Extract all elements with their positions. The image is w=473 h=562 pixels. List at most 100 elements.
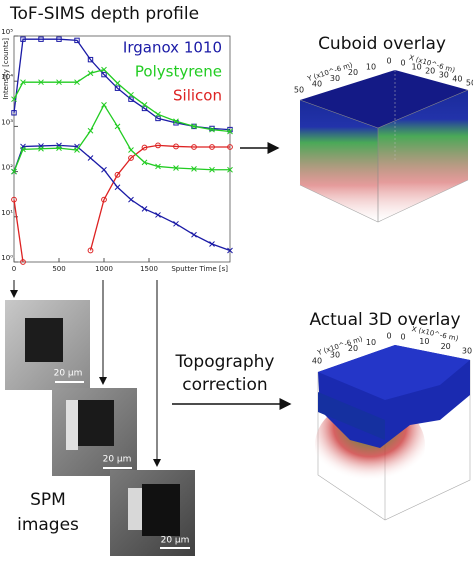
marker: [191, 123, 197, 130]
marker: [20, 79, 26, 86]
axis-tick-label: 40: [312, 80, 322, 89]
label: images: [17, 515, 79, 535]
axis-tick-label: 0: [400, 333, 405, 342]
legend-entry: Irganox 1010: [123, 39, 222, 57]
title: ToF-SIMS depth profile: [9, 4, 199, 24]
marker: [74, 37, 80, 44]
marker: [56, 36, 62, 42]
scale-bar-label: 20 μm: [103, 455, 132, 465]
marker: [191, 144, 197, 150]
y-tick-label: 10³: [1, 118, 13, 126]
marker: [128, 155, 134, 161]
marker: [87, 247, 94, 254]
marker: [114, 80, 121, 87]
panel-title: Actual 3D overlay: [309, 310, 460, 330]
axis-tick-label: 10: [366, 62, 376, 71]
panel-title: Cuboid overlay: [318, 34, 446, 54]
marker: [173, 220, 179, 227]
marker: [20, 146, 26, 153]
marker: [227, 166, 233, 173]
marker: [155, 212, 161, 218]
annotation: Topography: [175, 352, 275, 372]
marker: [209, 126, 215, 133]
series-line: [13, 144, 230, 263]
axis-tick-label: 20: [425, 67, 435, 76]
axis-tick-label: 20: [441, 342, 451, 351]
marker: [87, 56, 94, 63]
axis-tick-label: 10: [419, 337, 429, 346]
actual-render: [315, 345, 471, 521]
marker: [38, 79, 44, 86]
axis-tick-label: 0: [386, 57, 391, 66]
marker: [155, 163, 161, 170]
marker: [227, 247, 233, 254]
axis-tick-label: 40: [312, 357, 322, 366]
spm-image: [52, 388, 137, 476]
marker: [11, 110, 17, 116]
marker: [227, 128, 233, 135]
axis-tick-label: 50: [294, 86, 304, 95]
axis-tick-label: 10: [366, 338, 376, 347]
spm-image: [5, 300, 90, 390]
marker: [227, 144, 233, 150]
marker: [209, 144, 215, 150]
marker: [128, 147, 134, 153]
marker: [20, 259, 26, 265]
legend-entry: Polystyrene: [135, 63, 222, 81]
marker: [11, 196, 17, 203]
y-tick-label: 10⁴: [1, 73, 13, 81]
series-line: [13, 103, 230, 172]
marker: [173, 165, 179, 171]
marker: [87, 155, 94, 161]
marker: [56, 79, 62, 86]
marker: [141, 159, 148, 166]
y-tick-label: 10⁰: [1, 254, 13, 262]
marker: [38, 145, 44, 152]
axis-tick-label: 10: [412, 63, 422, 72]
marker: [101, 196, 107, 203]
marker: [128, 91, 134, 98]
legend-entry: Silicon: [173, 87, 222, 105]
marker: [114, 123, 121, 130]
marker: [114, 184, 121, 191]
scale-bar-label: 20 μm: [161, 536, 190, 546]
marker: [87, 70, 94, 77]
marker: [101, 101, 107, 108]
axis-tick-label: 20: [348, 344, 358, 353]
marker: [101, 166, 107, 173]
x-tick-label: 1000: [95, 265, 113, 273]
marker: [11, 96, 17, 103]
marker: [173, 118, 179, 125]
marker: [38, 36, 44, 42]
marker: [20, 36, 26, 42]
marker: [128, 196, 134, 203]
axis-tick-label: 0: [386, 332, 391, 341]
y-tick-label: 10⁵: [1, 28, 13, 36]
y-axis-label: Intensity [counts]: [2, 38, 10, 100]
marker: [209, 125, 215, 132]
marker: [74, 79, 80, 86]
marker: [155, 111, 161, 118]
marker: [191, 166, 197, 172]
cuboid-render: [299, 70, 469, 223]
marker: [191, 231, 197, 238]
marker: [141, 105, 148, 112]
x-tick-label: 0: [12, 265, 16, 273]
x-axis-label: Sputter Time [s]: [171, 265, 228, 273]
label: SPM: [30, 490, 66, 510]
marker: [209, 166, 215, 173]
axis-tick-label: 30: [330, 350, 340, 359]
marker: [209, 241, 215, 247]
marker: [173, 143, 179, 150]
axis-tick-label: 40: [452, 75, 462, 84]
marker: [56, 145, 62, 152]
marker: [114, 85, 121, 91]
marker: [155, 115, 161, 122]
marker: [141, 101, 148, 108]
marker: [128, 96, 134, 102]
marker: [74, 147, 80, 153]
marker: [114, 171, 121, 178]
x-tick-label: 500: [52, 265, 65, 273]
axis-tick-label: 30: [439, 71, 449, 80]
x-tick-label: 1500: [140, 265, 158, 273]
